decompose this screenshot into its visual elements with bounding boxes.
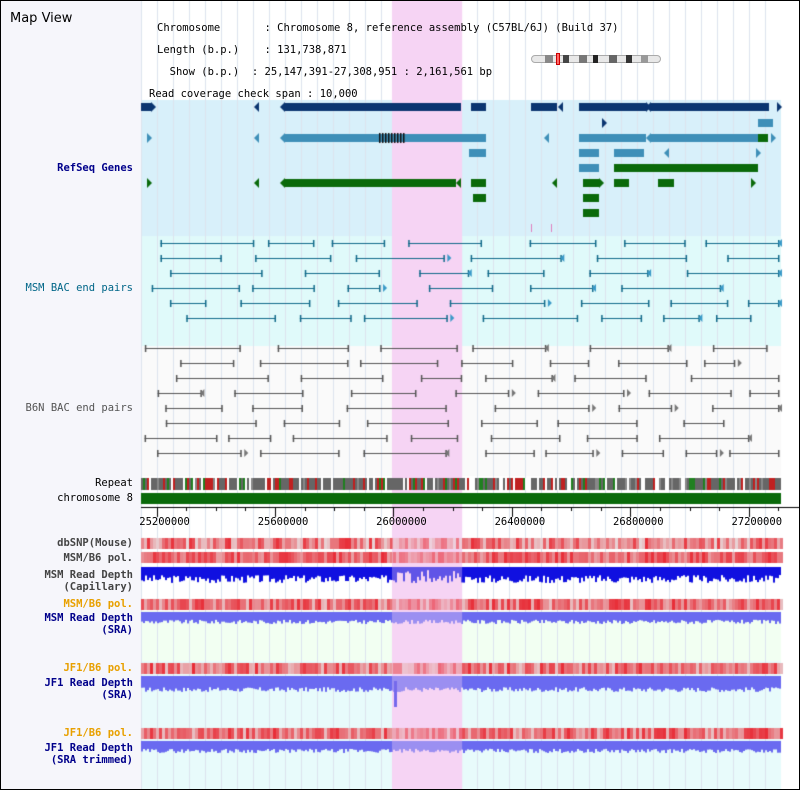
axis-tick-label: 27200000 [731,516,783,528]
track-label-msm-depth-sra: MSM Read Depth [44,612,133,624]
chromosome-value: Chromosome 8, reference assembly (C57BL/… [277,22,619,34]
track-label-msm-bac: MSM BAC end pairs [25,282,133,294]
coverage-value: 10,000 [319,88,358,100]
track-label-msm-b6-pol: MSM/B6 pol. [63,552,133,564]
track-label-msm-depth-sra-sub: (SRA) [101,624,133,636]
track-label-jf1-depth-trim: JF1 Read Depth [44,742,133,754]
axis-tick-label: 26400000 [494,516,546,528]
track-label-jf1-depth-sra: JF1 Read Depth [44,677,133,689]
track-label-b6n-bac: B6N BAC end pairs [25,402,133,414]
axis-tick-label: 26800000 [613,516,664,528]
track-label-jf1-depth-sra-sub: (SRA) [101,689,133,701]
track-label-jf1-b6-pol-2: JF1/B6 pol. [63,727,133,739]
axis-tick-label: 26000000 [376,516,427,528]
chromosome-key: Chromosome [157,22,221,34]
length-value: 131,738,871 [277,44,347,56]
show-value: 25,147,391-27,308,951 : 2,161,561 bp [264,66,493,78]
track-label-dbsnp: dbSNP(Mouse) [57,537,133,549]
track-label-refseq: RefSeq Genes [57,162,133,174]
length-key: Length (b.p.) [157,44,240,56]
track-label-msm-depth-cap-sub: (Capillary) [63,581,133,593]
track-label-msm-b6-pol-2: MSM/B6 pol. [63,598,133,610]
track-label-msm-depth-cap: MSM Read Depth [44,569,133,581]
track-label-chromosome: chromosome 8 [57,492,133,504]
chromosome-info: Chromosome : Chromosome 8, reference ass… [149,22,619,100]
track-label-jf1-depth-trim-sub: (SRA trimmed) [50,754,133,766]
track-label-repeat: Repeat [95,477,133,489]
track-label-jf1-b6-pol: JF1/B6 pol. [63,662,133,674]
coverage-key: Read coverage check span [149,88,301,100]
ideogram-position-marker [556,53,560,65]
show-key: Show (b.p.) [169,66,240,78]
axis-tick-label: 25200000 [139,516,190,528]
chromosome-ideogram[interactable] [531,53,661,65]
map-title: Map View [10,11,73,26]
axis-tick-label: 25600000 [257,516,309,528]
